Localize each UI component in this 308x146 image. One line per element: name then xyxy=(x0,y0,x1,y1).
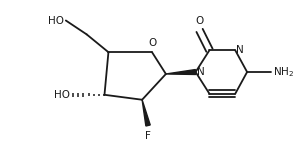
Text: HO: HO xyxy=(54,90,70,100)
Text: NH$_2$: NH$_2$ xyxy=(273,65,294,79)
Polygon shape xyxy=(142,100,150,126)
Text: N: N xyxy=(236,45,244,55)
Text: O: O xyxy=(148,38,156,48)
Text: HO: HO xyxy=(48,15,64,26)
Text: O: O xyxy=(196,16,204,26)
Polygon shape xyxy=(166,69,196,74)
Text: F: F xyxy=(145,131,151,141)
Text: N: N xyxy=(197,67,204,77)
